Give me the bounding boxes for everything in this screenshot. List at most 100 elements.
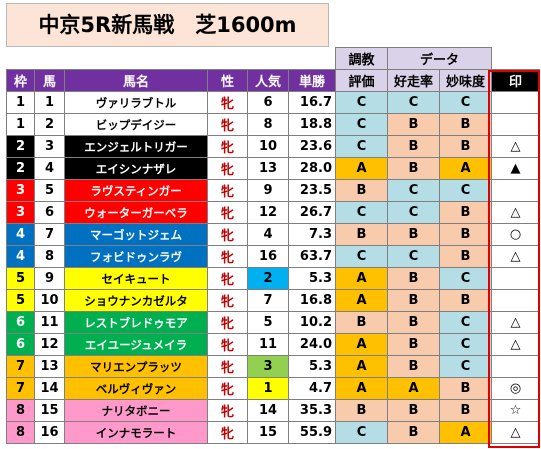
col-header-odds: 単勝 — [288, 69, 336, 92]
odds-cell: 18.8 — [288, 113, 336, 136]
popularity-cell: 1 — [247, 377, 289, 400]
uma-cell: 7 — [34, 223, 65, 246]
popularity-cell: 5 — [247, 311, 289, 334]
race-table: 調教 データ 枠 馬 馬名 性 人気 単勝 評価 好走率 妙味度 印 1 1 ヴァリ… — [6, 47, 540, 444]
table-row: 7 14 ベルヴィヴァン牝 1 4.7 A A B ◎ — [6, 377, 540, 400]
mark-cell: △ — [491, 201, 540, 224]
horse-name-cell: レストブレドゥモア — [64, 311, 208, 334]
popularity-cell: 4 — [247, 223, 289, 246]
popularity-cell: 16 — [247, 245, 289, 268]
eval-cell: A — [335, 355, 388, 378]
table-row: 2 4 エイシンナザレ牝 13 28.0 A B A ▲ — [6, 157, 540, 180]
uma-cell: 14 — [34, 377, 65, 400]
run-rate-cell: B — [387, 311, 440, 334]
popularity-cell: 10 — [247, 135, 289, 158]
horse-name-cell: セイキュート — [64, 267, 208, 290]
uma-cell: 13 — [34, 355, 65, 378]
table-row: 5 9 セイキュート牝 2 5.3 A B C — [6, 267, 540, 290]
eval-cell: A — [335, 333, 388, 356]
run-rate-cell: C — [387, 91, 440, 114]
odds-cell: 28.0 — [288, 157, 336, 180]
horse-name-cell: インナモラート — [64, 421, 208, 444]
eval-cell: A — [335, 157, 388, 180]
run-rate-cell: C — [387, 179, 440, 202]
col-header-mark: 印 — [491, 69, 540, 92]
waku-cell: 7 — [6, 355, 35, 378]
horse-name-cell: フォビドゥンラヴ — [64, 245, 208, 268]
uma-cell: 11 — [34, 311, 65, 334]
run-rate-cell: C — [387, 245, 440, 268]
popularity-cell: 8 — [247, 113, 289, 136]
run-rate-cell: B — [387, 267, 440, 290]
table-row: 1 2 ビップデイジー牝 8 18.8 C B B — [6, 113, 540, 136]
table-row: 2 3 エンジェルトリガー牝 10 23.6 C B B △ — [6, 135, 540, 158]
run-rate-cell: A — [387, 377, 440, 400]
mark-cell — [491, 267, 540, 290]
waku-cell: 8 — [6, 421, 35, 444]
mark-cell: ▲ — [491, 157, 540, 180]
training-group-header: 調教 — [335, 47, 388, 70]
flavor-cell: B — [439, 245, 492, 268]
sex-cell: 牝 — [207, 135, 248, 158]
run-rate-cell: B — [387, 113, 440, 136]
flavor-cell: B — [439, 399, 492, 422]
flavor-cell: C — [439, 355, 492, 378]
col-header-name: 馬名 — [64, 69, 208, 92]
run-rate-cell: B — [387, 399, 440, 422]
horse-name-cell: ナリタボニー — [64, 399, 208, 422]
eval-cell: B — [335, 399, 388, 422]
horse-name-cell: マリエンプラッツ — [64, 355, 208, 378]
odds-cell: 5.3 — [288, 355, 336, 378]
run-rate-cell: B — [387, 223, 440, 246]
table-row: 6 11 レストブレドゥモア牝 5 10.2 B B C △ — [6, 311, 540, 334]
mark-cell: ☆ — [491, 399, 540, 422]
table-row: 3 5 ラヴスティンガー牝 9 23.5 B C C — [6, 179, 540, 202]
mark-cell: △ — [491, 311, 540, 334]
waku-cell: 1 — [6, 113, 35, 136]
uma-cell: 12 — [34, 333, 65, 356]
mark-cell — [491, 91, 540, 114]
odds-cell: 7.3 — [288, 223, 336, 246]
sex-cell: 牝 — [207, 399, 248, 422]
popularity-cell: 3 — [247, 355, 289, 378]
mark-cell: △ — [491, 135, 540, 158]
flavor-cell: B — [439, 289, 492, 312]
odds-cell: 16.8 — [288, 289, 336, 312]
odds-cell: 24.0 — [288, 333, 336, 356]
odds-cell: 26.7 — [288, 201, 336, 224]
run-rate-cell: B — [387, 135, 440, 158]
waku-cell: 1 — [6, 91, 35, 114]
col-header-flavor: 妙味度 — [439, 69, 492, 92]
col-header-waku: 枠 — [6, 69, 35, 92]
data-group-header: データ — [387, 47, 492, 70]
popularity-cell: 13 — [247, 157, 289, 180]
odds-cell: 35.3 — [288, 399, 336, 422]
odds-cell: 23.5 — [288, 179, 336, 202]
uma-cell: 6 — [34, 201, 65, 224]
odds-cell: 63.7 — [288, 245, 336, 268]
run-rate-cell: B — [387, 289, 440, 312]
run-rate-cell: B — [387, 355, 440, 378]
run-rate-cell: B — [387, 421, 440, 444]
flavor-cell: B — [439, 113, 492, 136]
sex-cell: 牝 — [207, 377, 248, 400]
sex-cell: 牝 — [207, 421, 248, 444]
horse-name-cell: エイユージュメイラ — [64, 333, 208, 356]
sex-cell: 牝 — [207, 267, 248, 290]
uma-cell: 8 — [34, 245, 65, 268]
mark-cell — [491, 355, 540, 378]
odds-cell: 23.6 — [288, 135, 336, 158]
waku-cell: 7 — [6, 377, 35, 400]
uma-cell: 3 — [34, 135, 65, 158]
eval-cell: B — [335, 179, 388, 202]
table-row: 6 12 エイユージュメイラ牝 11 24.0 A B C △ — [6, 333, 540, 356]
odds-cell: 55.9 — [288, 421, 336, 444]
table-row: 3 6 ウォーターガーベラ牝 12 26.7 C C B △ — [6, 201, 540, 224]
sex-cell: 牝 — [207, 333, 248, 356]
waku-cell: 4 — [6, 223, 35, 246]
sex-cell: 牝 — [207, 223, 248, 246]
uma-cell: 5 — [34, 179, 65, 202]
sex-cell: 牝 — [207, 179, 248, 202]
table-row: 7 13 マリエンプラッツ牝 3 5.3 A B C — [6, 355, 540, 378]
popularity-cell: 7 — [247, 289, 289, 312]
